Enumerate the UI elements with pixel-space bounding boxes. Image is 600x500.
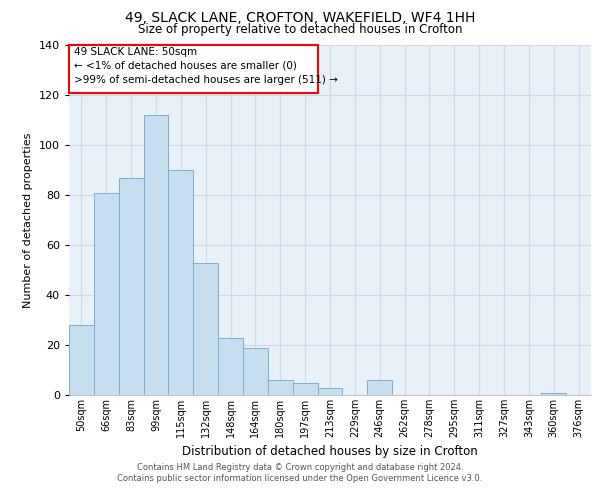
- Text: Size of property relative to detached houses in Crofton: Size of property relative to detached ho…: [138, 22, 462, 36]
- Bar: [143, 115, 169, 395]
- Bar: [169, 170, 193, 395]
- Bar: [367, 380, 392, 395]
- Bar: [69, 325, 94, 395]
- FancyBboxPatch shape: [69, 45, 317, 92]
- Bar: [317, 388, 343, 395]
- Text: Contains public sector information licensed under the Open Government Licence v3: Contains public sector information licen…: [118, 474, 482, 483]
- Text: 49, SLACK LANE, CROFTON, WAKEFIELD, WF4 1HH: 49, SLACK LANE, CROFTON, WAKEFIELD, WF4 …: [125, 11, 475, 25]
- Bar: [119, 178, 143, 395]
- Bar: [293, 382, 317, 395]
- Bar: [243, 348, 268, 395]
- Bar: [94, 192, 119, 395]
- Bar: [268, 380, 293, 395]
- Bar: [218, 338, 243, 395]
- Y-axis label: Number of detached properties: Number of detached properties: [23, 132, 33, 308]
- Text: 49 SLACK LANE: 50sqm
← <1% of detached houses are smaller (0)
>99% of semi-detac: 49 SLACK LANE: 50sqm ← <1% of detached h…: [74, 47, 338, 85]
- Bar: [193, 262, 218, 395]
- Bar: [541, 392, 566, 395]
- X-axis label: Distribution of detached houses by size in Crofton: Distribution of detached houses by size …: [182, 446, 478, 458]
- Text: Contains HM Land Registry data © Crown copyright and database right 2024.: Contains HM Land Registry data © Crown c…: [137, 462, 463, 471]
